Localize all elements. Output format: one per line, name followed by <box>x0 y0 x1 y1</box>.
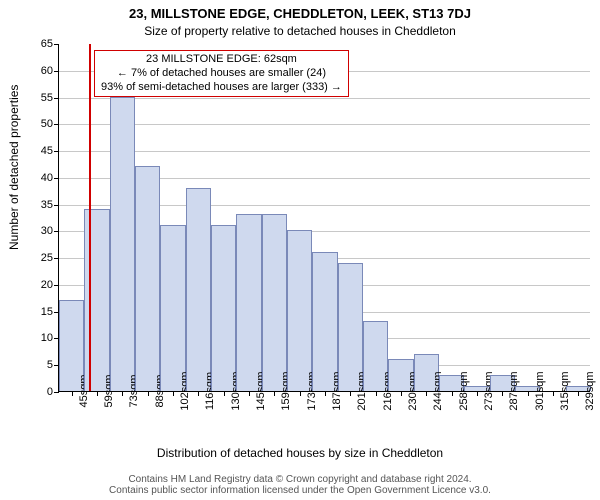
x-tick-label: 329sqm <box>578 371 596 410</box>
gridline <box>59 98 590 99</box>
gridline <box>59 151 590 152</box>
y-tick-label: 20 <box>41 279 59 291</box>
x-tick-label: 315sqm <box>553 371 571 410</box>
y-tick-label: 0 <box>47 386 59 398</box>
annotation-line: ← 7% of detached houses are smaller (24) <box>101 67 342 81</box>
footer-line-2: Contains public sector information licen… <box>0 485 600 496</box>
x-tick-label: 258sqm <box>452 371 470 410</box>
y-tick-label: 60 <box>41 65 59 77</box>
histogram-bar <box>160 225 185 391</box>
y-tick-label: 15 <box>41 306 59 318</box>
histogram-bar <box>287 230 312 391</box>
y-tick-label: 55 <box>41 92 59 104</box>
histogram-bar <box>186 188 211 391</box>
y-tick-label: 25 <box>41 252 59 264</box>
annotation-line: 93% of semi-detached houses are larger (… <box>101 81 342 95</box>
y-tick-label: 65 <box>41 38 59 50</box>
y-tick-label: 40 <box>41 172 59 184</box>
chart-subtitle: Size of property relative to detached ho… <box>0 24 600 38</box>
annotation-line: 23 MILLSTONE EDGE: 62sqm <box>101 53 342 67</box>
y-tick-label: 45 <box>41 145 59 157</box>
histogram-bar <box>211 225 236 391</box>
chart-title-address: 23, MILLSTONE EDGE, CHEDDLETON, LEEK, ST… <box>0 6 600 21</box>
plot-area: 0510152025303540455055606545sqm59sqm73sq… <box>58 44 590 392</box>
histogram-bar <box>84 209 109 391</box>
y-tick-label: 50 <box>41 118 59 130</box>
y-tick-label: 30 <box>41 225 59 237</box>
y-tick-label: 10 <box>41 332 59 344</box>
histogram-bar <box>312 252 337 391</box>
histogram-bar <box>135 166 160 391</box>
histogram-bar <box>262 214 287 391</box>
histogram-bar <box>110 97 135 391</box>
property-size-chart: 23, MILLSTONE EDGE, CHEDDLETON, LEEK, ST… <box>0 0 600 500</box>
y-tick-label: 35 <box>41 199 59 211</box>
x-tick-label: 287sqm <box>502 371 520 410</box>
gridline <box>59 124 590 125</box>
chart-footer: Contains HM Land Registry data © Crown c… <box>0 474 600 496</box>
y-tick-label: 5 <box>47 359 59 371</box>
x-tick-label: 301sqm <box>528 371 546 410</box>
histogram-bar <box>236 214 261 391</box>
x-axis-label: Distribution of detached houses by size … <box>0 446 600 460</box>
reference-line <box>89 44 91 391</box>
footer-line-1: Contains HM Land Registry data © Crown c… <box>0 474 600 485</box>
annotation-box: 23 MILLSTONE EDGE: 62sqm← 7% of detached… <box>94 50 349 97</box>
y-axis-label: Number of detached properties <box>7 85 21 250</box>
